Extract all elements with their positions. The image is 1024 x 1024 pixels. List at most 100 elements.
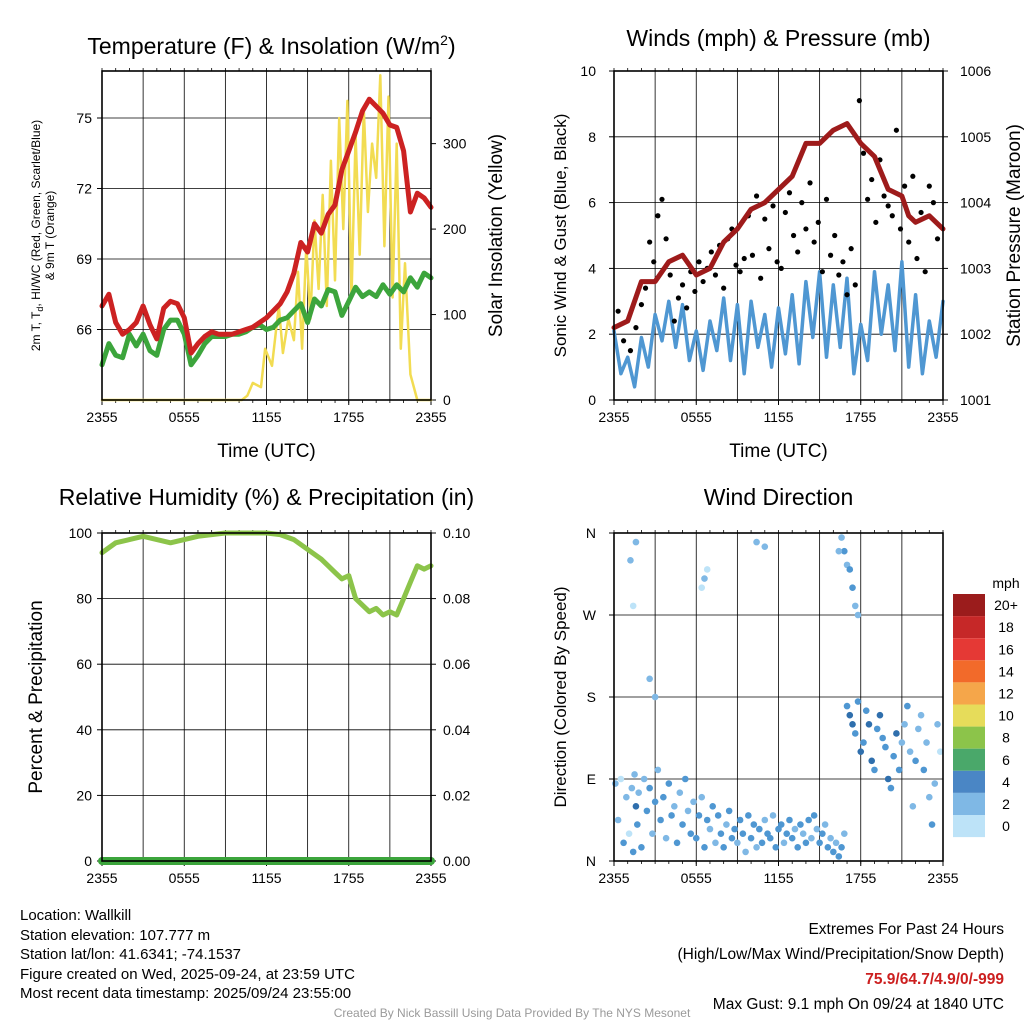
ylabel-rest: , HI/WC (Red, Green, Scarlet/Blue) xyxy=(29,120,43,307)
station-info: Location: Wallkill Station elevation: 10… xyxy=(20,906,355,1004)
direction-point xyxy=(799,830,807,837)
x-tick-label: 2355 xyxy=(927,409,958,425)
direction-point xyxy=(646,784,653,792)
plot-border xyxy=(613,70,944,401)
gust-point xyxy=(893,127,899,133)
direction-point xyxy=(868,757,876,765)
direction-point xyxy=(640,775,648,783)
gust-point xyxy=(667,272,673,278)
gust-point xyxy=(733,262,739,268)
location-text: Location: Wallkill xyxy=(20,907,132,924)
direction-point xyxy=(794,844,801,851)
direction-point xyxy=(841,830,848,837)
direction-tick-label: E xyxy=(587,771,596,787)
legend-label: 4 xyxy=(1002,774,1010,790)
direction-point xyxy=(673,839,681,847)
x-tick-label: 1755 xyxy=(845,409,876,425)
direction-point xyxy=(906,748,914,755)
direction-point xyxy=(614,816,622,824)
direction-point xyxy=(627,557,634,564)
gust-point xyxy=(708,249,714,255)
y-right-tick-label: 0.04 xyxy=(443,722,470,738)
direction-point xyxy=(791,825,799,833)
direction-point xyxy=(629,602,637,610)
y-left-tick-label: 75 xyxy=(76,110,92,126)
gust-point xyxy=(627,348,634,354)
direction-point xyxy=(917,711,925,719)
legend-label: 12 xyxy=(998,685,1014,701)
gust-point xyxy=(762,216,768,222)
direction-tick-label: S xyxy=(587,689,596,705)
direction-point xyxy=(920,766,928,774)
gust-point xyxy=(671,318,677,324)
created-text: Figure created on Wed, 2025-09-24, at 23… xyxy=(20,965,355,983)
direction-point xyxy=(786,816,793,824)
direction-point xyxy=(728,834,736,842)
gust-point xyxy=(803,226,809,232)
humidity-line xyxy=(99,530,434,618)
y-left-tick-label: 100 xyxy=(69,525,93,541)
direction-point xyxy=(766,834,774,842)
y-left-tick-label: 4 xyxy=(588,260,596,276)
direction-point xyxy=(753,844,760,851)
direction-point xyxy=(821,821,829,828)
temperature-line xyxy=(99,96,434,356)
gust-point xyxy=(758,275,764,281)
legend-label: 20+ xyxy=(994,597,1018,613)
direction-point xyxy=(838,844,845,851)
direction-point xyxy=(712,839,719,847)
x-tick-label: 1155 xyxy=(763,870,793,886)
direction-points xyxy=(612,534,944,860)
title-sup: 2 xyxy=(440,32,448,48)
gust-point xyxy=(737,269,743,275)
ylabel-part: 2m T, T xyxy=(29,311,43,351)
direction-point xyxy=(887,784,895,792)
direction-point xyxy=(915,725,922,733)
gust-point xyxy=(663,236,669,242)
direction-point xyxy=(819,830,826,837)
direction-point xyxy=(797,821,804,828)
direction-point xyxy=(783,830,791,837)
direction-point xyxy=(780,839,788,847)
direction-point xyxy=(695,812,703,819)
direction-point xyxy=(631,771,638,778)
direction-point xyxy=(788,834,796,842)
direction-point xyxy=(904,702,911,710)
direction-point xyxy=(882,743,889,751)
gust-point xyxy=(642,285,649,291)
temperature-xlabel: Time (UTC) xyxy=(217,441,316,462)
direction-point xyxy=(725,807,733,815)
direction-point xyxy=(813,825,821,833)
gust-point xyxy=(633,325,639,331)
direction-point xyxy=(810,812,818,819)
direction-point xyxy=(912,757,919,765)
legend-swatch xyxy=(953,792,985,815)
direction-point xyxy=(849,584,856,591)
y-left-tick-label: 10 xyxy=(580,63,596,79)
direction-point xyxy=(805,816,812,824)
x-tick-label: 2355 xyxy=(415,409,446,425)
legend-swatch xyxy=(953,748,985,771)
direction-point xyxy=(632,538,640,546)
direction-point xyxy=(860,739,867,746)
y-right-tick-label: 0 xyxy=(443,392,451,408)
x-tick-label: 2355 xyxy=(415,870,446,886)
direction-point xyxy=(623,793,630,801)
title-main: Temperature (F) & Insolation (W/m xyxy=(87,33,440,59)
gust-point xyxy=(795,249,801,255)
gust-point xyxy=(696,259,702,265)
legend-swatch xyxy=(953,770,985,793)
direction-point xyxy=(890,752,897,760)
humidity-chart: 2355 0555 1155 1755 23550204060801000.000.02… xyxy=(26,484,474,886)
legend-swatch xyxy=(953,594,985,617)
legend-swatch xyxy=(953,682,985,705)
gust-point xyxy=(881,193,887,199)
gust-point xyxy=(914,255,920,262)
x-tick-label: 2355 xyxy=(927,870,958,886)
gust-point xyxy=(684,305,690,311)
direction-point xyxy=(750,821,758,828)
gust-point xyxy=(840,259,846,265)
max-gust-text: Max Gust: 9.1 mph On 09/24 at 1840 UTC xyxy=(712,996,1004,1013)
x-tick-label: 2355 xyxy=(598,870,629,886)
direction-point xyxy=(838,534,845,541)
